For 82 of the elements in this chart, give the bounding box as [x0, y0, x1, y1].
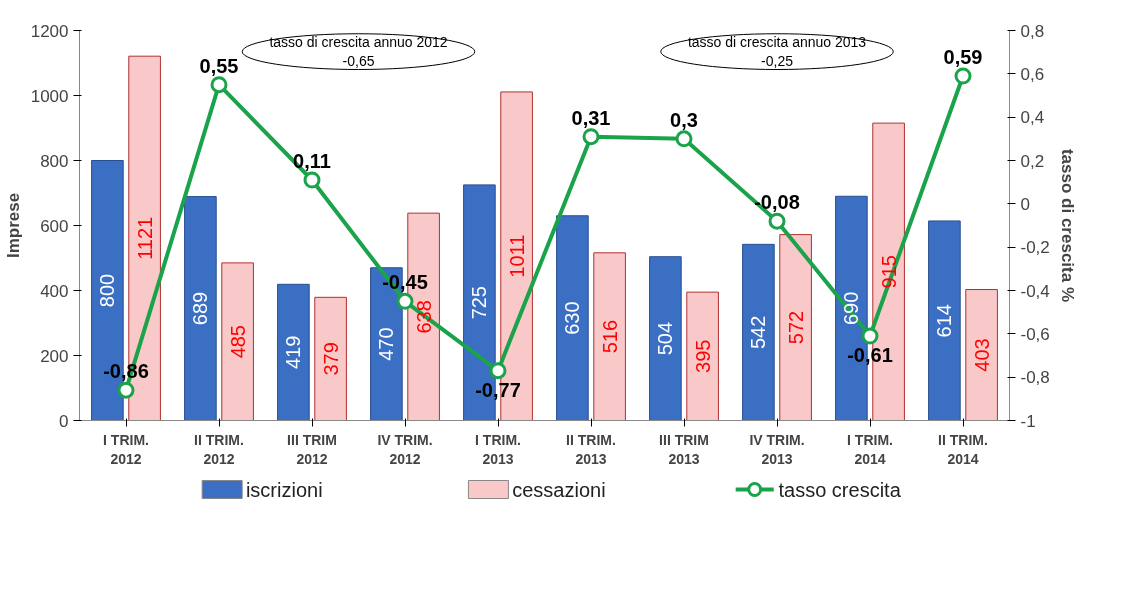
x-tick-label: II TRIM. 2012	[194, 431, 244, 467]
point	[303, 171, 321, 189]
y-tick-label: 1200	[30, 21, 69, 41]
y-tick-label: 1000	[30, 86, 69, 106]
data-label: 1011	[505, 234, 528, 278]
bar	[779, 234, 812, 421]
bar	[314, 296, 347, 421]
data-label: 725	[468, 286, 491, 320]
data-label: -0,86	[103, 360, 149, 383]
x-tick-label: I TRIM. 2013	[475, 431, 521, 467]
y-axis-title: Imprese	[3, 192, 23, 259]
y2-tick-label: -0,8	[1020, 368, 1050, 388]
x-tick-label: III TRIM 2012	[287, 431, 337, 467]
y2-tick-label: -0,2	[1020, 238, 1050, 258]
y-tick-label: 0	[59, 411, 69, 431]
point	[768, 212, 786, 230]
data-label: 379	[319, 342, 342, 376]
point	[861, 327, 879, 345]
legend-label: tasso crescita	[778, 478, 902, 501]
data-label: 0,59	[943, 46, 983, 68]
data-label: 689	[189, 291, 212, 326]
data-label: 800	[96, 273, 119, 308]
data-label: 1121	[133, 216, 156, 260]
bar	[221, 262, 254, 421]
y2-tick-label: 0,8	[1020, 21, 1045, 41]
data-label: 542	[747, 315, 770, 350]
bar	[649, 256, 682, 421]
x-tick-label: I TRIM. 2014	[847, 431, 893, 467]
y-tick-label: 600	[40, 216, 69, 236]
bar	[184, 196, 217, 421]
legend-label: cessazioni	[512, 478, 606, 501]
y2-axis-title: tasso di crescita %	[1057, 148, 1077, 303]
annotation: tasso di crescita annuo 2013 -0,25	[687, 34, 867, 70]
y2-tick-label: -0,6	[1020, 324, 1050, 344]
y-tick-label: 800	[40, 151, 69, 171]
data-label: 572	[784, 310, 807, 345]
data-label: 0,31	[571, 106, 611, 129]
point	[117, 381, 135, 399]
data-label: 403	[970, 338, 993, 372]
point	[954, 67, 972, 85]
data-label: 0,55	[199, 54, 239, 77]
data-label: 485	[226, 325, 249, 359]
point	[489, 362, 507, 380]
x-tick-label: II TRIM. 2013	[566, 431, 616, 467]
x-tick-label: IV TRIM. 2012	[377, 431, 433, 467]
y2-tick-label: 0,4	[1020, 108, 1045, 128]
y2-tick-label: -0,4	[1020, 281, 1050, 301]
x-tick-label: IV TRIM. 2013	[749, 431, 805, 467]
data-label: 690	[840, 291, 863, 326]
data-label: -0,08	[754, 191, 800, 214]
data-label: 419	[282, 335, 305, 370]
point	[582, 128, 600, 146]
bar	[593, 252, 626, 421]
data-label: 470	[375, 327, 398, 361]
data-label: 516	[598, 319, 621, 354]
point	[210, 76, 228, 94]
data-label: 638	[412, 300, 435, 334]
point	[675, 130, 693, 148]
y2-tick-label: 0,2	[1020, 151, 1045, 171]
bar	[556, 215, 589, 421]
y2-tick-label: -1	[1020, 411, 1036, 431]
x-tick-label: III TRIM 2013	[659, 431, 709, 467]
bar	[277, 283, 310, 421]
x-tick-label: II TRIM. 2014	[938, 431, 988, 467]
y-tick-label: 200	[40, 346, 69, 366]
data-label: 0,3	[670, 108, 698, 131]
y2-tick-label: 0,6	[1020, 64, 1045, 84]
x-tick-label: I TRIM. 2012	[103, 431, 149, 467]
data-label: 614	[933, 304, 956, 338]
data-label: 915	[877, 255, 900, 289]
y2-tick-label: 0	[1020, 194, 1030, 214]
bar	[742, 243, 775, 421]
bar	[965, 289, 998, 421]
legend-label: iscrizioni	[245, 478, 323, 501]
data-label: 504	[654, 321, 677, 356]
bar	[686, 291, 719, 421]
annotation: tasso di crescita annuo 2012 -0,65	[269, 34, 448, 70]
data-label: 630	[561, 301, 584, 335]
y-tick-label: 400	[40, 281, 69, 301]
data-label: 395	[691, 339, 714, 373]
bar	[928, 220, 961, 421]
point	[396, 292, 414, 310]
